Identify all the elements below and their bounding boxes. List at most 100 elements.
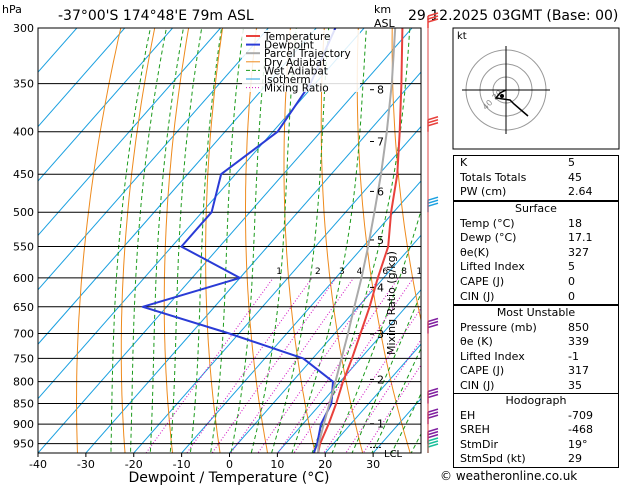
index-row-tt: Totals Totals 45 <box>454 171 618 186</box>
legend-entry: Isotherm <box>264 74 311 86</box>
wind-barb-flag <box>427 199 439 204</box>
wet-adiabat-line <box>169 28 203 453</box>
km-tick-label: 4 <box>377 281 384 294</box>
datetime-title: 29.12.2025 03GMT (Base: 00) <box>408 8 618 24</box>
wind-barb-flag <box>427 387 439 393</box>
wind-barb-flag <box>427 323 439 329</box>
series-parcel-trajectory-line <box>317 28 397 453</box>
legend-entry: Dewpoint <box>264 40 314 52</box>
most-unstable-label: CAPE (J) <box>460 364 505 378</box>
x-axis-title: Dewpoint / Temperature (°C) <box>129 470 330 486</box>
location-title: -37°00'S 174°48'E 79m ASL <box>58 8 254 24</box>
wind-barb <box>427 408 439 425</box>
hodograph-label: EH <box>460 408 476 422</box>
hodograph-value: -709 <box>568 408 593 422</box>
index-label: K <box>460 156 468 169</box>
y-tick-label: 850 <box>13 398 34 411</box>
mixing-ratio-line <box>277 277 399 453</box>
isotherm-line <box>133 125 421 453</box>
mixing-ratio-axis-label: Mixing Ratio (g/kg) <box>385 251 398 355</box>
wind-barb-flag <box>427 116 439 121</box>
dry-adiabat-line <box>620 0 629 480</box>
dry-adiabat-line <box>163 28 190 453</box>
mixing-ratio-tick-label: 3 <box>339 267 345 277</box>
dry-adiabat-line <box>120 28 156 453</box>
x-tick-label: -20 <box>125 458 143 471</box>
hodograph-panel: Hodograph EH -709 SREH -468 StmDir 19° StmSpd … <box>453 393 619 468</box>
surface-row: CIN (J) 0 <box>454 290 618 305</box>
wet-adiabat-line <box>129 28 167 453</box>
wind-barb <box>427 317 439 334</box>
index-label: Totals Totals <box>460 170 527 184</box>
surface-value: 327 <box>568 245 589 259</box>
mixing-ratio-tick-label: 10 <box>416 267 428 277</box>
index-value: 2.64 <box>568 185 593 199</box>
y-tick-label: 600 <box>13 272 34 285</box>
wind-barb-flag <box>427 437 439 442</box>
wind-barb <box>427 116 439 132</box>
wind-barb-flag <box>427 433 439 439</box>
wind-barb-flag <box>427 427 439 433</box>
wind-barb <box>427 387 439 404</box>
y-tick-label: 900 <box>13 418 34 431</box>
wind-barb-flag <box>427 440 439 445</box>
y-tick-label: 950 <box>13 438 34 451</box>
surface-row: CAPE (J) 0 <box>454 275 618 290</box>
plot-frame <box>37 27 422 454</box>
surface-rows: Temp (°C) 18 Dewp (°C) 17.1 θe(K) 327 Lifted I… <box>454 217 618 305</box>
isotherm-line <box>85 71 421 453</box>
mixing-ratio-tick-label: 4 <box>357 267 363 277</box>
wind-barb-flag <box>427 414 439 419</box>
series-temperature-line <box>317 28 404 453</box>
wind-barb-flag <box>427 196 439 201</box>
mixing-ratio-line <box>257 277 380 453</box>
km-tick-label: 3 <box>377 328 384 341</box>
surface-value: 18 <box>568 216 582 230</box>
surface-label: Temp (°C) <box>460 216 515 230</box>
wet-adiabat-line <box>149 28 184 453</box>
wind-barb-flag <box>427 202 439 207</box>
isotherm-line <box>228 234 421 453</box>
legend-entry: Mixing Ratio <box>264 83 329 95</box>
wind-barb-flag <box>427 430 439 436</box>
hodograph-trace <box>494 89 529 117</box>
wind-barb <box>427 12 439 28</box>
hodograph-value: 29 <box>568 452 582 466</box>
wet-adiabat-line <box>291 28 367 453</box>
index-row-pw: PW (cm) 2.64 <box>454 185 618 200</box>
most-unstable-value: 339 <box>568 335 589 349</box>
y-tick-label: 700 <box>13 328 34 341</box>
y-tick-label: 300 <box>13 22 34 35</box>
wet-adiabat-line <box>189 28 223 453</box>
hodograph-row: StmDir 19° <box>454 438 618 453</box>
most-unstable-row: CIN (J) 35 <box>454 379 618 394</box>
y-tick-label: 650 <box>13 301 34 314</box>
most-unstable-value: 35 <box>568 378 582 392</box>
most-unstable-row: Pressure (mb) 850 <box>454 321 618 336</box>
wind-barb <box>427 437 439 453</box>
legend-entry: Wet Adiabat <box>264 65 328 77</box>
most-unstable-label: θe (K) <box>460 335 493 349</box>
y-tick-label: 750 <box>13 352 34 365</box>
legend-box <box>242 30 360 92</box>
isotherm-line <box>38 28 222 237</box>
hodograph-title: Hodograph <box>505 394 567 407</box>
wet-adiabat-line <box>230 28 269 453</box>
km-tick-label: 7 <box>377 136 384 149</box>
footer-credit: © weatheronline.co.uk <box>440 469 578 483</box>
wind-barb-flag <box>427 411 439 416</box>
most-unstable-label: Lifted Index <box>460 349 525 363</box>
most-unstable-value: -1 <box>568 349 579 363</box>
mixing-ratio-tick-label: 1 <box>276 267 282 277</box>
isotherm-line <box>38 28 126 128</box>
wind-barb-flag <box>427 390 439 396</box>
wind-barb-flag <box>427 443 439 448</box>
wet-adiabat-line <box>110 28 151 453</box>
isotherm-line <box>276 289 421 453</box>
asl-label: ASL <box>374 17 396 30</box>
surface-label: Lifted Index <box>460 260 525 274</box>
series-dewpoint-line <box>141 28 337 453</box>
km-tick-label: 1 <box>377 418 384 431</box>
x-tick-label: 30 <box>366 458 380 471</box>
